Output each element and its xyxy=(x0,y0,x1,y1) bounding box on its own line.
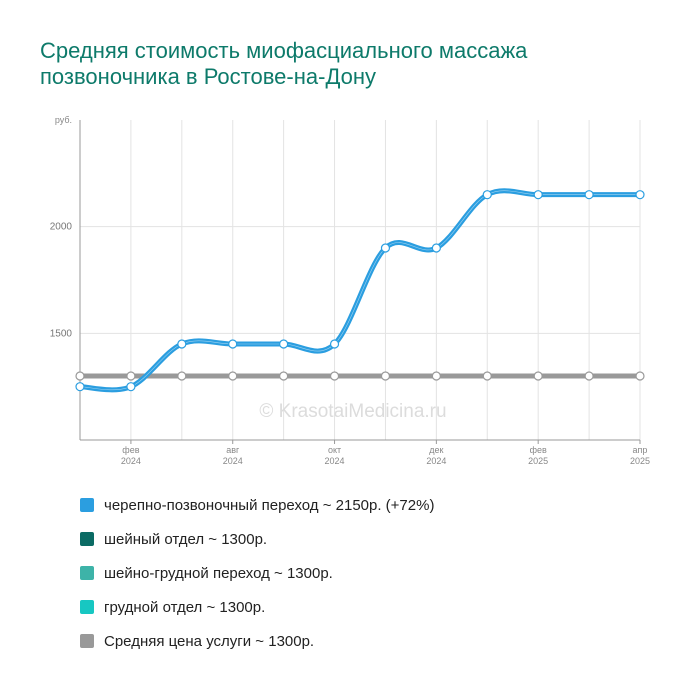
data-point-main xyxy=(228,339,238,349)
data-point-main xyxy=(533,190,543,200)
legend-label: черепно-позвоночный переход ~ 2150р. (+7… xyxy=(104,496,435,514)
legend-swatch xyxy=(80,634,94,648)
data-point-average xyxy=(584,371,594,381)
data-point-main xyxy=(279,339,289,349)
data-point-main xyxy=(75,382,85,392)
data-point-average xyxy=(482,371,492,381)
chart-legend: черепно-позвоночный переход ~ 2150р. (+7… xyxy=(80,488,640,658)
x-tick-label-year: 2025 xyxy=(528,456,548,466)
x-tick-label-month: фев xyxy=(122,445,139,455)
data-point-average xyxy=(279,371,289,381)
data-point-main xyxy=(635,190,645,200)
legend-swatch xyxy=(80,498,94,512)
x-tick-label-month: дек xyxy=(429,445,443,455)
x-tick-label-year: 2025 xyxy=(630,456,650,466)
watermark: © KrasotaiMedicina.ru xyxy=(259,401,446,422)
y-axis-unit-label: руб. xyxy=(55,115,72,125)
chart-title-line-1: Средняя стоимость миофасциального массаж… xyxy=(40,38,528,63)
x-tick-label-month: авг xyxy=(226,445,240,455)
data-point-average xyxy=(228,371,238,381)
data-point-average xyxy=(329,371,340,381)
data-point-average xyxy=(75,371,85,381)
data-point-average xyxy=(635,371,645,381)
legend-swatch xyxy=(80,600,94,614)
y-tick-label: 2000 xyxy=(50,222,73,233)
chart-title: Средняя стоимость миофасциального массаж… xyxy=(40,38,660,90)
x-tick-label-month: окт xyxy=(328,445,341,455)
legend-label: шейно-грудной переход ~ 1300р. xyxy=(104,564,333,582)
legend-swatch xyxy=(80,566,94,580)
legend-item[interactable]: грудной отдел ~ 1300р. xyxy=(80,590,640,624)
data-point-average xyxy=(126,371,136,381)
legend-label: шейный отдел ~ 1300р. xyxy=(104,530,268,548)
legend-label: грудной отдел ~ 1300р. xyxy=(104,598,266,616)
data-point-average xyxy=(380,371,391,381)
data-point-average xyxy=(533,371,543,381)
series-line-main xyxy=(77,188,643,393)
legend-item[interactable]: черепно-позвоночный переход ~ 2150р. (+7… xyxy=(80,488,640,522)
data-point-main xyxy=(584,190,594,200)
legend-swatch xyxy=(80,532,94,546)
x-tick-label-year: 2024 xyxy=(426,456,446,466)
x-tick-label-year: 2024 xyxy=(325,456,345,466)
data-point-main xyxy=(126,382,136,392)
data-point-main xyxy=(329,339,340,349)
data-point-average xyxy=(431,371,441,381)
x-tick-label-month: апр xyxy=(633,445,648,455)
data-point-main xyxy=(482,190,492,200)
x-tick-label-month: фев xyxy=(530,445,547,455)
y-tick-label: 1500 xyxy=(50,328,73,339)
legend-item[interactable]: шейный отдел ~ 1300р. xyxy=(80,522,640,556)
x-tick-label-year: 2024 xyxy=(223,456,243,466)
data-point-main xyxy=(380,243,391,253)
x-tick-label-year: 2024 xyxy=(121,456,141,466)
data-point-main xyxy=(431,243,441,253)
legend-label: Средняя цена услуги ~ 1300р. xyxy=(104,632,315,650)
chart-title-line-2: позвоночника в Ростове-на-Дону xyxy=(40,64,376,89)
legend-item[interactable]: шейно-грудной переход ~ 1300р. xyxy=(80,556,640,590)
line-chart: 15002000руб.фев2024авг2024окт2024дек2024… xyxy=(50,115,650,466)
data-point-main xyxy=(177,339,187,349)
legend-item[interactable]: Средняя цена услуги ~ 1300р. xyxy=(80,624,640,658)
data-point-average xyxy=(177,371,187,381)
